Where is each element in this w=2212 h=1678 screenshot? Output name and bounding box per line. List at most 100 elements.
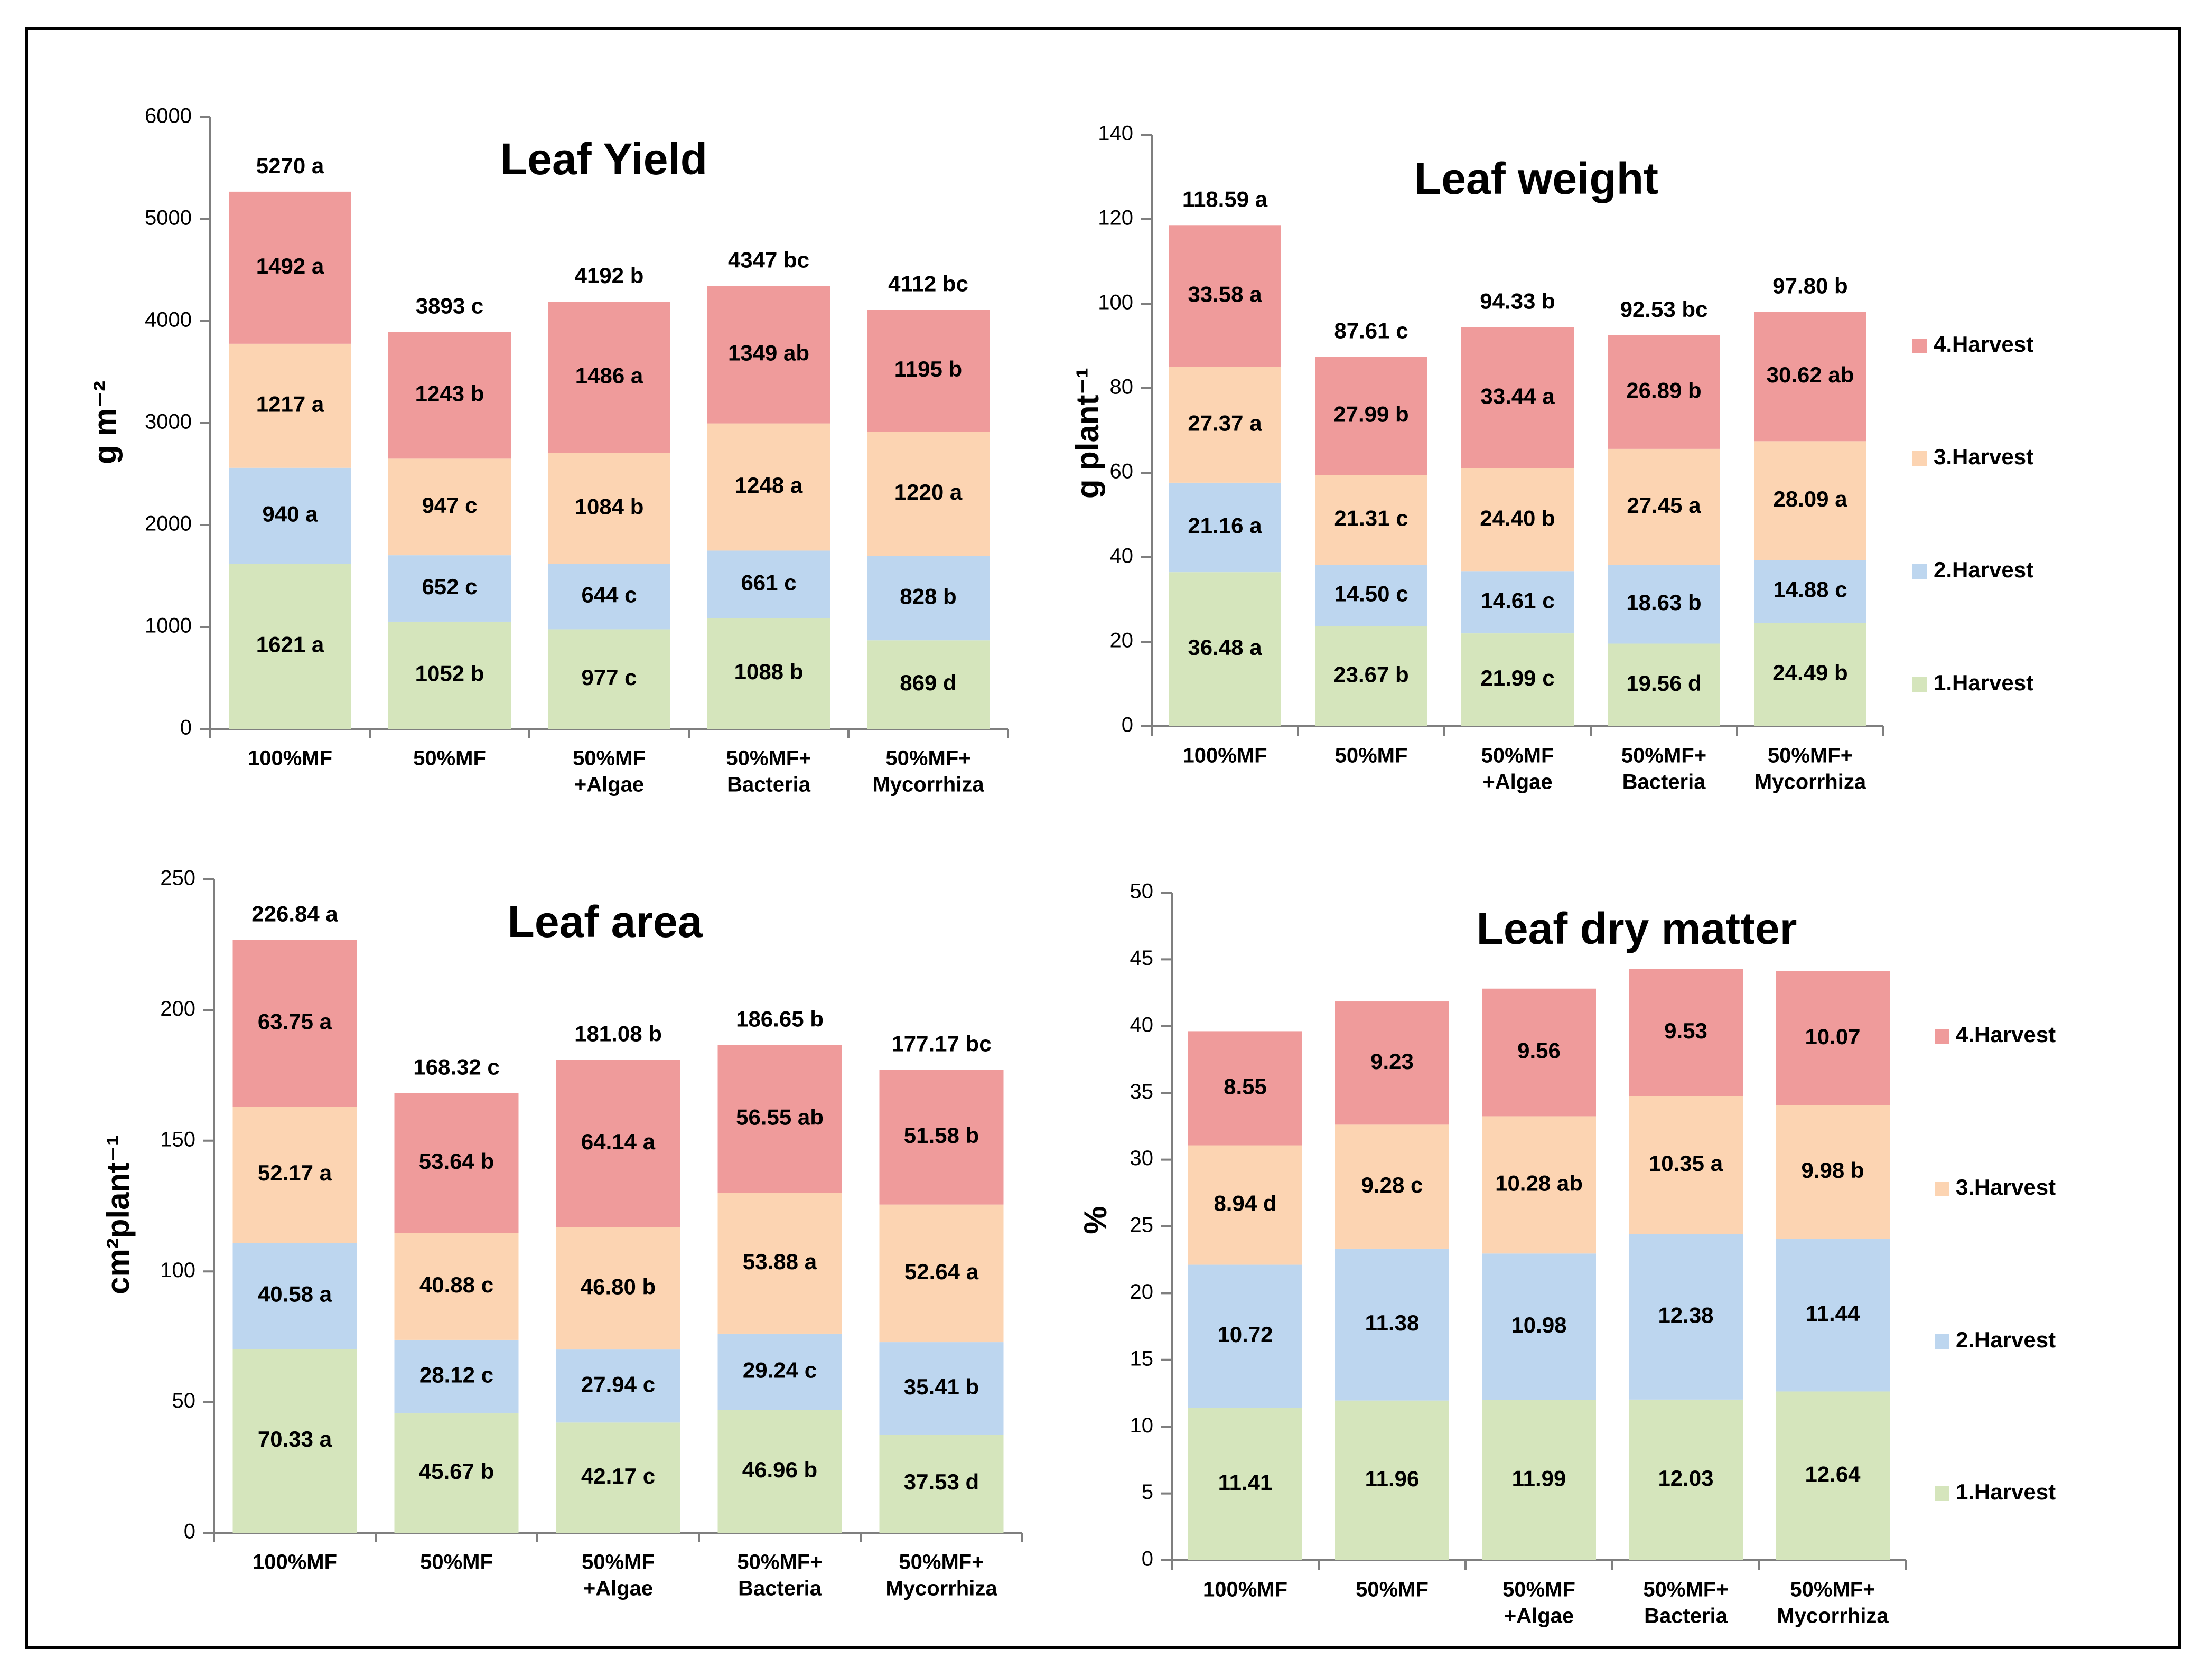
- bar-data-label: 947 c: [422, 493, 477, 518]
- bar-segment: [548, 629, 670, 729]
- bar-data-label: 64.14 a: [581, 1129, 656, 1154]
- bar-data-label: 8.55: [1224, 1074, 1267, 1099]
- x-category-label: 50%MF: [573, 747, 646, 770]
- legend-label: 1.Harvest: [1956, 1479, 2056, 1504]
- bar-segment: [1169, 367, 1281, 483]
- bar-segment: [1629, 1399, 1743, 1560]
- bar-data-label: 27.99 b: [1333, 401, 1408, 426]
- bar-data-label: 12.03: [1658, 1466, 1713, 1490]
- bar-segment: [388, 621, 511, 729]
- bar-data-label: 1248 a: [735, 473, 803, 498]
- chart-1: 0 1000 2000 3000 4000 5000 6000 1621 a 940 a 1217…: [87, 105, 1009, 796]
- bar-segment: [879, 1204, 1004, 1343]
- bar-segment: [394, 1413, 519, 1533]
- x-category-label: 50%MF: [420, 1551, 493, 1574]
- legend-swatch: [1935, 1334, 1949, 1349]
- bar-segment: [1482, 1116, 1596, 1254]
- bar-total-label: 94.33 b: [1480, 289, 1555, 314]
- y-tick-label: 40: [1130, 1013, 1154, 1036]
- x-category-label: 50%MF+: [885, 747, 970, 770]
- bar-segment: [229, 191, 351, 344]
- x-category-label: 100%MF: [1203, 1578, 1287, 1601]
- bar-segment: [867, 640, 990, 729]
- bar-segment: [867, 310, 990, 432]
- legend: 4.Harvest 3.Harvest 2.Harvest 1.Harvest: [1935, 1022, 2056, 1504]
- bar-data-label: 1492 a: [256, 254, 324, 278]
- x-category-label: 50%MF: [582, 1551, 655, 1574]
- x-category-label: 50%MF+: [1768, 744, 1853, 767]
- y-tick-label: 80: [1110, 376, 1134, 399]
- bar-data-label: 46.96 b: [742, 1457, 817, 1482]
- bar-total-label: 181.08 b: [574, 1021, 662, 1046]
- bar-data-label: 1486 a: [575, 363, 643, 388]
- bar-segment: [548, 302, 670, 453]
- x-category-label: Mycorrhiza: [872, 773, 984, 796]
- bar-total-label: 4347 bc: [728, 247, 809, 272]
- bar-data-label: 940 a: [262, 502, 318, 527]
- bar-segment: [1482, 1400, 1596, 1560]
- y-tick-label: 4000: [145, 308, 192, 332]
- bar-data-label: 10.98: [1511, 1313, 1566, 1337]
- bar-data-label: 14.61 c: [1480, 588, 1554, 613]
- legend-label: 3.Harvest: [1956, 1175, 2056, 1199]
- bar-data-label: 1052 b: [415, 661, 484, 686]
- bar-data-label: 977 c: [581, 665, 637, 690]
- bar-data-label: 644 c: [581, 582, 637, 607]
- bar-segment: [1315, 565, 1427, 626]
- y-tick-label: 0: [1122, 714, 1133, 737]
- y-tick-label: 10: [1130, 1414, 1154, 1437]
- chart-title: Leaf dry matter: [1477, 904, 1797, 953]
- x-category-label: 100%MF: [253, 1551, 337, 1574]
- bar-data-label: 10.07: [1805, 1024, 1860, 1049]
- x-category-label: Mycorrhiza: [1754, 771, 1866, 794]
- y-tick-label: 35: [1130, 1080, 1154, 1103]
- bar-data-label: 70.33 a: [258, 1427, 332, 1451]
- bar-total-label: 118.59 a: [1182, 186, 1268, 211]
- bar-data-label: 29.24 c: [743, 1357, 817, 1382]
- x-category-label: 100%MF: [248, 747, 332, 770]
- legend-label: 2.Harvest: [1934, 557, 2033, 582]
- bar-segment: [879, 1435, 1004, 1533]
- bar-segment: [388, 555, 511, 622]
- x-category-label: Bacteria: [738, 1577, 822, 1600]
- y-tick-label: 1000: [145, 614, 192, 638]
- bar-segment: [556, 1227, 680, 1350]
- bar-segment: [1315, 626, 1427, 726]
- y-tick-label: 50: [1130, 880, 1154, 903]
- bar-segment: [1776, 1391, 1890, 1560]
- bar-segment: [548, 564, 670, 630]
- bar-data-label: 14.88 c: [1773, 577, 1847, 602]
- bar-segment: [707, 618, 830, 729]
- legend-swatch: [1935, 1182, 1949, 1196]
- legend-swatch: [1912, 339, 1927, 353]
- x-category-label: 50%MF: [413, 747, 486, 770]
- legend-label: 3.Harvest: [1934, 444, 2033, 469]
- bar-total-label: 92.53 bc: [1620, 297, 1708, 322]
- bar-data-label: 1220 a: [894, 480, 963, 504]
- bar-segment: [1461, 633, 1574, 726]
- bar-segment: [1608, 565, 1720, 644]
- bar-segment: [394, 1233, 519, 1340]
- bar-data-label: 27.45 a: [1627, 493, 1701, 518]
- bar-segment: [1188, 1408, 1302, 1560]
- bar-data-label: 9.23: [1370, 1049, 1414, 1074]
- bar-segment: [1754, 312, 1866, 442]
- legend-label: 4.Harvest: [1956, 1022, 2056, 1047]
- bar-segment: [1335, 1400, 1449, 1560]
- bar-data-label: 8.94 d: [1214, 1191, 1276, 1216]
- x-category-label: 50%MF+: [726, 747, 811, 770]
- bar-segment: [879, 1342, 1004, 1435]
- bar-data-label: 33.44 a: [1480, 383, 1555, 408]
- bar-total-label: 87.61 c: [1334, 318, 1408, 343]
- bar-segment: [1776, 971, 1890, 1105]
- bar-segment: [717, 1333, 842, 1410]
- bar-data-label: 40.58 a: [258, 1282, 332, 1307]
- bar-segment: [388, 458, 511, 556]
- bar-segment: [867, 556, 990, 641]
- y-tick-label: 40: [1110, 545, 1134, 568]
- bar-segment: [394, 1093, 519, 1233]
- y-tick-label: 150: [160, 1128, 195, 1151]
- bar-data-label: 40.88 c: [419, 1272, 493, 1297]
- bar-segment: [1169, 572, 1281, 726]
